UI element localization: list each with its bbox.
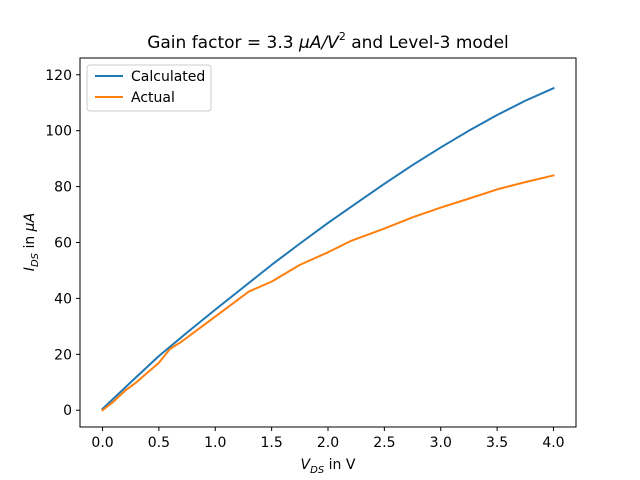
legend: Calculated Actual: [86, 64, 212, 112]
x-tick-label: 2.5: [373, 435, 395, 451]
y-tick-label: 80: [54, 180, 72, 196]
plot-area: [80, 58, 576, 427]
x-tick-label: 2.0: [317, 435, 339, 451]
y-axis-ticks: 0 20 40 60 80 100 120: [45, 68, 80, 419]
x-tick-label: 0.5: [148, 435, 170, 451]
legend-label-actual: Actual: [131, 90, 175, 106]
series-line-actual: [101, 174, 555, 412]
x-tick-label: 1.5: [261, 435, 283, 451]
x-axis-ticks: 0.0 0.5 1.0 1.5 2.0 2.5 3.0 3.5 4.0: [91, 427, 565, 451]
chart-title: Gain factor = 3.3 μA/V2 and Level-3 mode…: [147, 30, 509, 53]
y-tick-label: 120: [45, 68, 72, 84]
x-tick-label: 3.5: [486, 435, 508, 451]
x-tick-label: 4.0: [542, 435, 564, 451]
x-tick-label: 0.0: [91, 435, 113, 451]
x-axis-label: VDS in V: [301, 457, 356, 476]
series-line-calculated: [101, 86, 555, 411]
y-tick-label: 100: [45, 124, 72, 140]
y-axis-label: IDS in μA: [22, 213, 41, 271]
series-layer: [101, 86, 555, 412]
x-tick-label: 3.0: [430, 435, 452, 451]
y-tick-label: 0: [63, 403, 72, 419]
y-tick-label: 60: [54, 236, 72, 252]
x-tick-label: 1.0: [204, 435, 226, 451]
y-tick-label: 40: [54, 291, 72, 307]
legend-label-calculated: Calculated: [131, 69, 205, 85]
y-tick-label: 20: [54, 347, 72, 363]
